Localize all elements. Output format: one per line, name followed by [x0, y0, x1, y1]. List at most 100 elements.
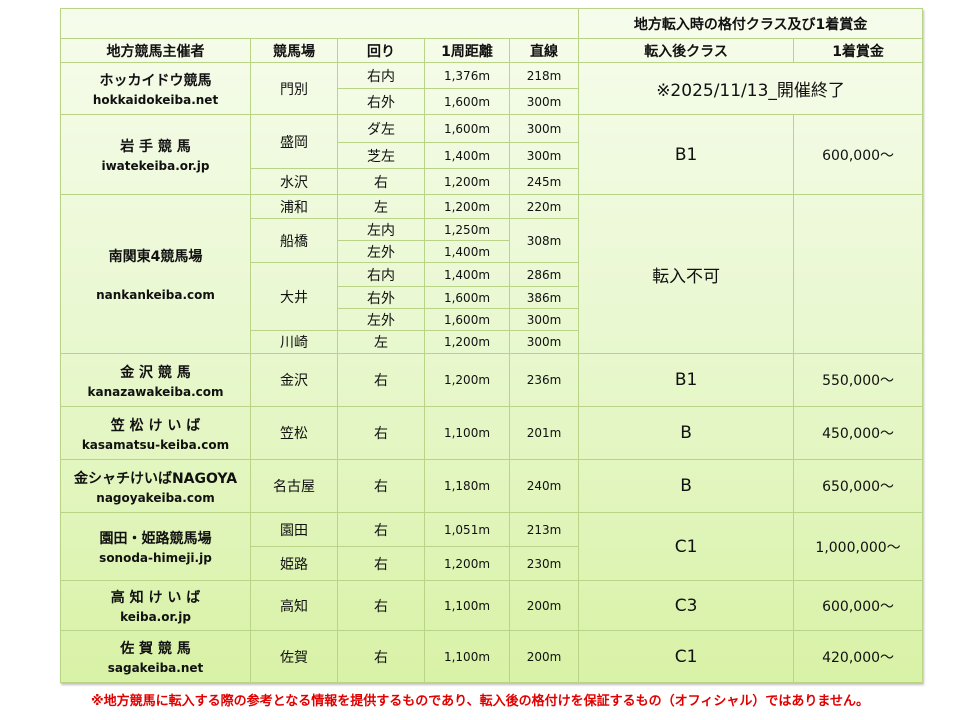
- lap-distance: 1,600m: [424, 286, 510, 309]
- organizer-cell: 笠 松 け い ば kasamatsu-keiba.com: [60, 406, 251, 460]
- transfer-class: C1: [578, 512, 795, 581]
- first-prize: 650,000～: [793, 459, 924, 513]
- first-prize: 600,000～: [793, 114, 924, 195]
- turn-direction: 右: [337, 630, 425, 683]
- table-row: 水沢右 1,200m 245m: [61, 168, 923, 195]
- organizer-url: kanazawakeiba.com: [87, 384, 224, 399]
- lap-distance: 1,376m: [424, 62, 510, 89]
- closure-notice: ※2025/11/13_開催終了: [578, 62, 924, 115]
- turn-direction: 右内: [337, 262, 425, 287]
- straight-length: 300m: [508, 142, 580, 169]
- organizer-url: nankankeiba.com: [96, 288, 215, 302]
- organizer-cell: 金 沢 競 馬 kanazawakeiba.com: [60, 353, 251, 407]
- lap-distance: 1,400m: [424, 262, 510, 287]
- venue-name: 浦和: [250, 194, 338, 219]
- table-row: 佐 賀 競 馬 sagakeiba.net 佐賀右 1,100m 200m C1 420,0…: [60, 630, 924, 683]
- turn-direction: 右: [337, 512, 425, 547]
- column-header-row: 地方競馬主催者 競馬場 回り 1周距離 直線 転入後クラス 1着賞金: [60, 38, 924, 63]
- straight-length: 218m: [508, 62, 580, 89]
- lap-distance: 1,100m: [424, 630, 510, 683]
- col-class: 転入後クラス: [578, 38, 795, 63]
- table-row: 左外 1,400m: [61, 240, 923, 263]
- straight-length: 240m: [508, 459, 580, 513]
- venue-name: 名古屋: [250, 459, 338, 513]
- turn-direction: 右: [337, 546, 425, 581]
- venue-name: 佐賀: [250, 630, 338, 683]
- straight-length: 236m: [508, 353, 580, 407]
- table-row: 左外 1,600m 300m: [61, 308, 923, 331]
- straight-length: 220m: [508, 194, 580, 219]
- organizer-name: 金シャチけいばNAGOYA: [73, 470, 238, 487]
- col-straight: 直線: [508, 38, 580, 63]
- transfer-class-table: 地方転入時の格付クラス及び1着賞金 地方競馬主催者 競馬場 回り 1周距離 直線…: [59, 8, 924, 683]
- turn-direction: 左外: [337, 308, 425, 331]
- venue-name: 姫路: [250, 546, 338, 581]
- blank-header-cell: [59, 8, 580, 39]
- transfer-class: B1: [578, 114, 795, 195]
- first-prize: 550,000～: [793, 353, 924, 407]
- organizer-url: sagakeiba.net: [107, 661, 204, 675]
- turn-direction: 左: [337, 194, 425, 219]
- col-distance: 1周距離: [424, 38, 510, 63]
- venue-name: 金沢: [250, 353, 338, 407]
- organizer-name: 南関東4競馬場: [108, 249, 203, 265]
- transfer-class: 転入不可: [578, 194, 795, 354]
- turn-direction: 芝左: [337, 142, 425, 169]
- organizer-cell: 佐 賀 競 馬 sagakeiba.net: [60, 630, 251, 683]
- organizer-cell: ホッカイドウ競馬 hokkaidokeiba.net: [60, 62, 251, 115]
- organizer-cell: 高 知 け い ば keiba.or.jp: [60, 580, 251, 631]
- first-prize: 1,000,000～: [793, 512, 924, 581]
- table-body: ホッカイドウ競馬 hokkaidokeiba.net 門別 右内 1,376m 218m ※…: [60, 62, 924, 683]
- turn-direction: 右外: [337, 286, 425, 309]
- table-row: 芝左 1,400m 300m: [61, 142, 923, 169]
- turn-direction: 左外: [337, 240, 425, 263]
- turn-direction: 右: [337, 353, 425, 407]
- table-row: 園田・姫路競馬場 sonoda-himeji.jp 園田右 1,051m 213m C1 1…: [60, 512, 924, 581]
- table-row: 高 知 け い ば keiba.or.jp 高知右 1,100m 200m C3 600,0…: [60, 580, 924, 631]
- lap-distance: 1,400m: [424, 240, 510, 263]
- straight-length: 200m: [508, 630, 580, 683]
- col-turn: 回り: [337, 38, 425, 63]
- lap-distance: 1,200m: [424, 194, 510, 219]
- venue-name: 川崎: [250, 330, 338, 354]
- straight-length: 201m: [508, 406, 580, 460]
- table-row: 右外 1,600m 386m: [61, 286, 923, 309]
- turn-direction: 右: [337, 168, 425, 195]
- first-prize: 600,000～: [793, 580, 924, 631]
- table-row: ホッカイドウ競馬 hokkaidokeiba.net 門別 右内 1,376m 218m ※…: [60, 62, 924, 115]
- venue-name: 水沢: [250, 168, 338, 195]
- transfer-class: C3: [578, 580, 795, 631]
- lap-distance: 1,180m: [424, 459, 510, 513]
- organizer-url: hokkaidokeiba.net: [92, 93, 219, 107]
- organizer-name: 岩 手 競 馬: [120, 139, 191, 155]
- lap-distance: 1,100m: [424, 580, 510, 631]
- organizer-url: kasamatsu-keiba.com: [81, 437, 230, 452]
- organizer-name: 園田・姫路競馬場: [99, 531, 212, 547]
- lap-distance: 1,600m: [424, 88, 510, 115]
- turn-direction: 左内: [337, 218, 425, 241]
- organizer-url: sonoda-himeji.jp: [99, 551, 212, 565]
- venue-name: 大井: [250, 262, 338, 331]
- transfer-class: B1: [578, 353, 795, 407]
- organizer-cell: 金シャチけいばNAGOYA nagoyakeiba.com: [60, 459, 251, 513]
- table-row: 岩 手 競 馬 iwatekeiba.or.jp 盛岡 ダ左 1,600m 300m B1 6…: [60, 114, 924, 195]
- lap-distance: 1,200m: [424, 546, 510, 581]
- table-row: 船橋 左内 1,250m 308m: [61, 218, 923, 263]
- organizer-name: 金 沢 競 馬: [120, 364, 191, 381]
- organizer-name: ホッカイドウ競馬: [99, 73, 212, 89]
- first-prize: 420,000～: [793, 630, 924, 683]
- straight-length: 308m: [508, 218, 580, 263]
- straight-length: 300m: [508, 308, 580, 331]
- venue-name: 笠松: [250, 406, 338, 460]
- transfer-class: B: [578, 406, 795, 460]
- transfer-class: C1: [578, 630, 795, 683]
- organizer-url: keiba.or.jp: [120, 610, 191, 624]
- group-title: 地方転入時の格付クラス及び1着賞金: [578, 8, 924, 39]
- turn-direction: 右: [337, 459, 425, 513]
- table-row: 南関東4競馬場 nankankeiba.com 浦和左 1,200m 220m 転入不可: [60, 194, 924, 354]
- straight-length: 300m: [508, 114, 580, 143]
- lap-distance: 1,600m: [424, 114, 510, 143]
- lap-distance: 1,200m: [424, 168, 510, 195]
- venue-name: 園田: [250, 512, 338, 547]
- organizer-name: 高 知 け い ば: [110, 590, 201, 606]
